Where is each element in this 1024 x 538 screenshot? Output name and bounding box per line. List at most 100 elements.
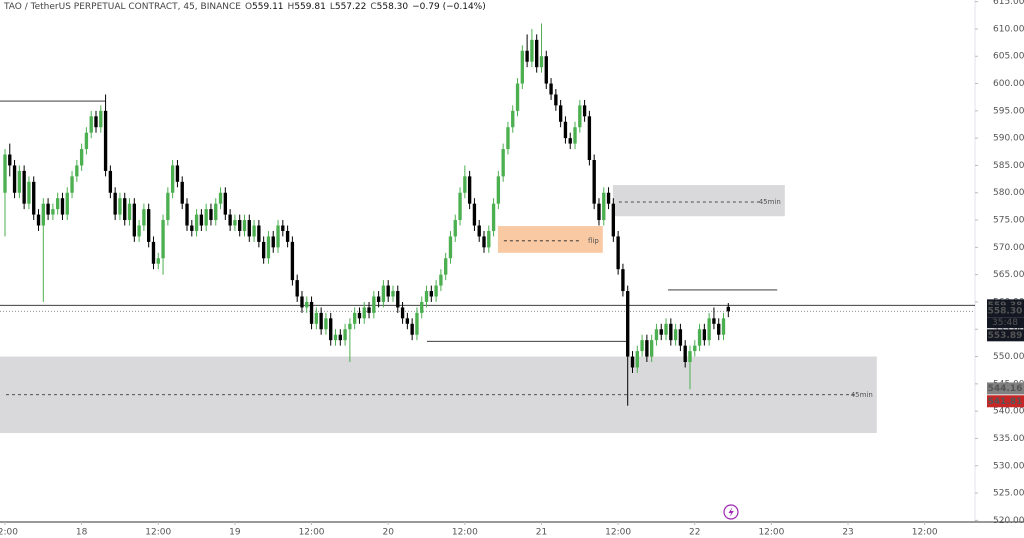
candle-body (515, 83, 520, 111)
candle-body (482, 236, 486, 248)
candle-body (118, 198, 122, 215)
candle-body (645, 340, 649, 357)
candle-body (142, 209, 146, 226)
y-tick-label: 570.00 (993, 243, 1024, 253)
y-tick-label: 615.00 (993, 0, 1024, 7)
candle-body (712, 318, 716, 324)
candle-body (520, 50, 525, 84)
price-label-box (987, 395, 1024, 408)
candle-body (180, 181, 184, 204)
candle-body (204, 209, 208, 226)
candle-body (12, 165, 17, 193)
candle-body (175, 165, 180, 182)
candle-body (309, 301, 314, 324)
legend-value: 559.81 (294, 2, 326, 12)
candle-body (247, 220, 251, 237)
x-tick-label: 12:00 (145, 528, 171, 538)
candle-body (424, 291, 429, 302)
y-tick-label: 540.00 (993, 407, 1024, 417)
candle-body (36, 214, 41, 226)
y-tick-label: 530.00 (993, 461, 1024, 471)
candle-body (156, 258, 160, 264)
price-label-box (987, 329, 1024, 342)
candle-body (60, 198, 65, 215)
candle-body (151, 241, 156, 264)
candle-body (717, 323, 721, 335)
candle-body (252, 225, 256, 237)
candle-body (84, 132, 89, 150)
alert-bolt[interactable] (728, 507, 734, 517)
zone (612, 185, 785, 217)
candle-body (693, 345, 697, 352)
candle-body (391, 291, 395, 297)
candle-body (372, 296, 376, 313)
candle-body (123, 198, 127, 221)
y-tick-label: 590.00 (993, 134, 1024, 144)
candle-body (673, 329, 678, 341)
candle-body (472, 203, 477, 226)
candle-body (496, 176, 501, 204)
symbol-header: TAO / TetherUS PERPETUAL CONTRACT, 45, B… (4, 2, 486, 12)
candle-body (132, 203, 136, 237)
candle-body (362, 307, 366, 319)
candle-body (194, 214, 199, 231)
candle-body (702, 329, 707, 341)
candle-body (271, 236, 275, 248)
candle-body (688, 351, 692, 363)
candle-body (238, 220, 242, 231)
x-tick-label: 19 (229, 528, 241, 538)
candle-body (281, 225, 285, 231)
candle-body (324, 318, 328, 330)
candle-body (79, 149, 84, 166)
candle-body (429, 291, 433, 297)
price-label: 553.89 (988, 331, 1023, 341)
candle-body (266, 236, 271, 259)
candle-body (573, 127, 577, 144)
x-tick-label: 12:00 (758, 528, 784, 538)
candle-body (55, 198, 60, 210)
y-tick-label: 605.00 (993, 52, 1024, 62)
candle-body (214, 203, 218, 221)
candle-body (127, 203, 132, 221)
candle-body (444, 258, 448, 275)
candle-body (726, 306, 730, 312)
candle-body (669, 323, 673, 341)
candle-body (103, 110, 108, 171)
candle-body (357, 312, 362, 319)
x-tick-label: 12:00 (0, 528, 18, 538)
symbol: TAO / TetherUS PERPETUAL CONTRACT, 45, B… (4, 2, 241, 12)
candle-body (137, 225, 141, 237)
candle-body (261, 241, 266, 259)
alert-icon[interactable] (723, 504, 739, 520)
candle-body (329, 318, 333, 341)
candle-body (314, 312, 319, 324)
candle-body (300, 296, 304, 308)
candle-body (616, 236, 620, 270)
countdown-box (987, 317, 1024, 329)
candle-body (578, 105, 582, 128)
candle-body (410, 323, 414, 335)
candle-body (587, 116, 592, 160)
candle-body (721, 318, 726, 335)
x-tick-label: 12:00 (605, 528, 631, 538)
candle-body (525, 50, 529, 62)
candle-body (333, 334, 338, 341)
x-tick-label: 18 (76, 528, 88, 538)
legend-key: L (329, 2, 335, 12)
y-tick-label: 600.00 (993, 79, 1024, 89)
zone-label: 45min (759, 198, 781, 206)
candle-body (343, 329, 347, 341)
candle-body (218, 192, 223, 204)
candle-body (453, 220, 457, 237)
candle-body (386, 285, 390, 297)
candle-body (8, 154, 12, 166)
candle-body (420, 301, 424, 313)
candle-body (147, 209, 151, 242)
candle-body (242, 220, 247, 231)
y-tick-label: 610.00 (993, 24, 1024, 34)
candle-body (611, 203, 616, 237)
candle-body (113, 192, 117, 215)
